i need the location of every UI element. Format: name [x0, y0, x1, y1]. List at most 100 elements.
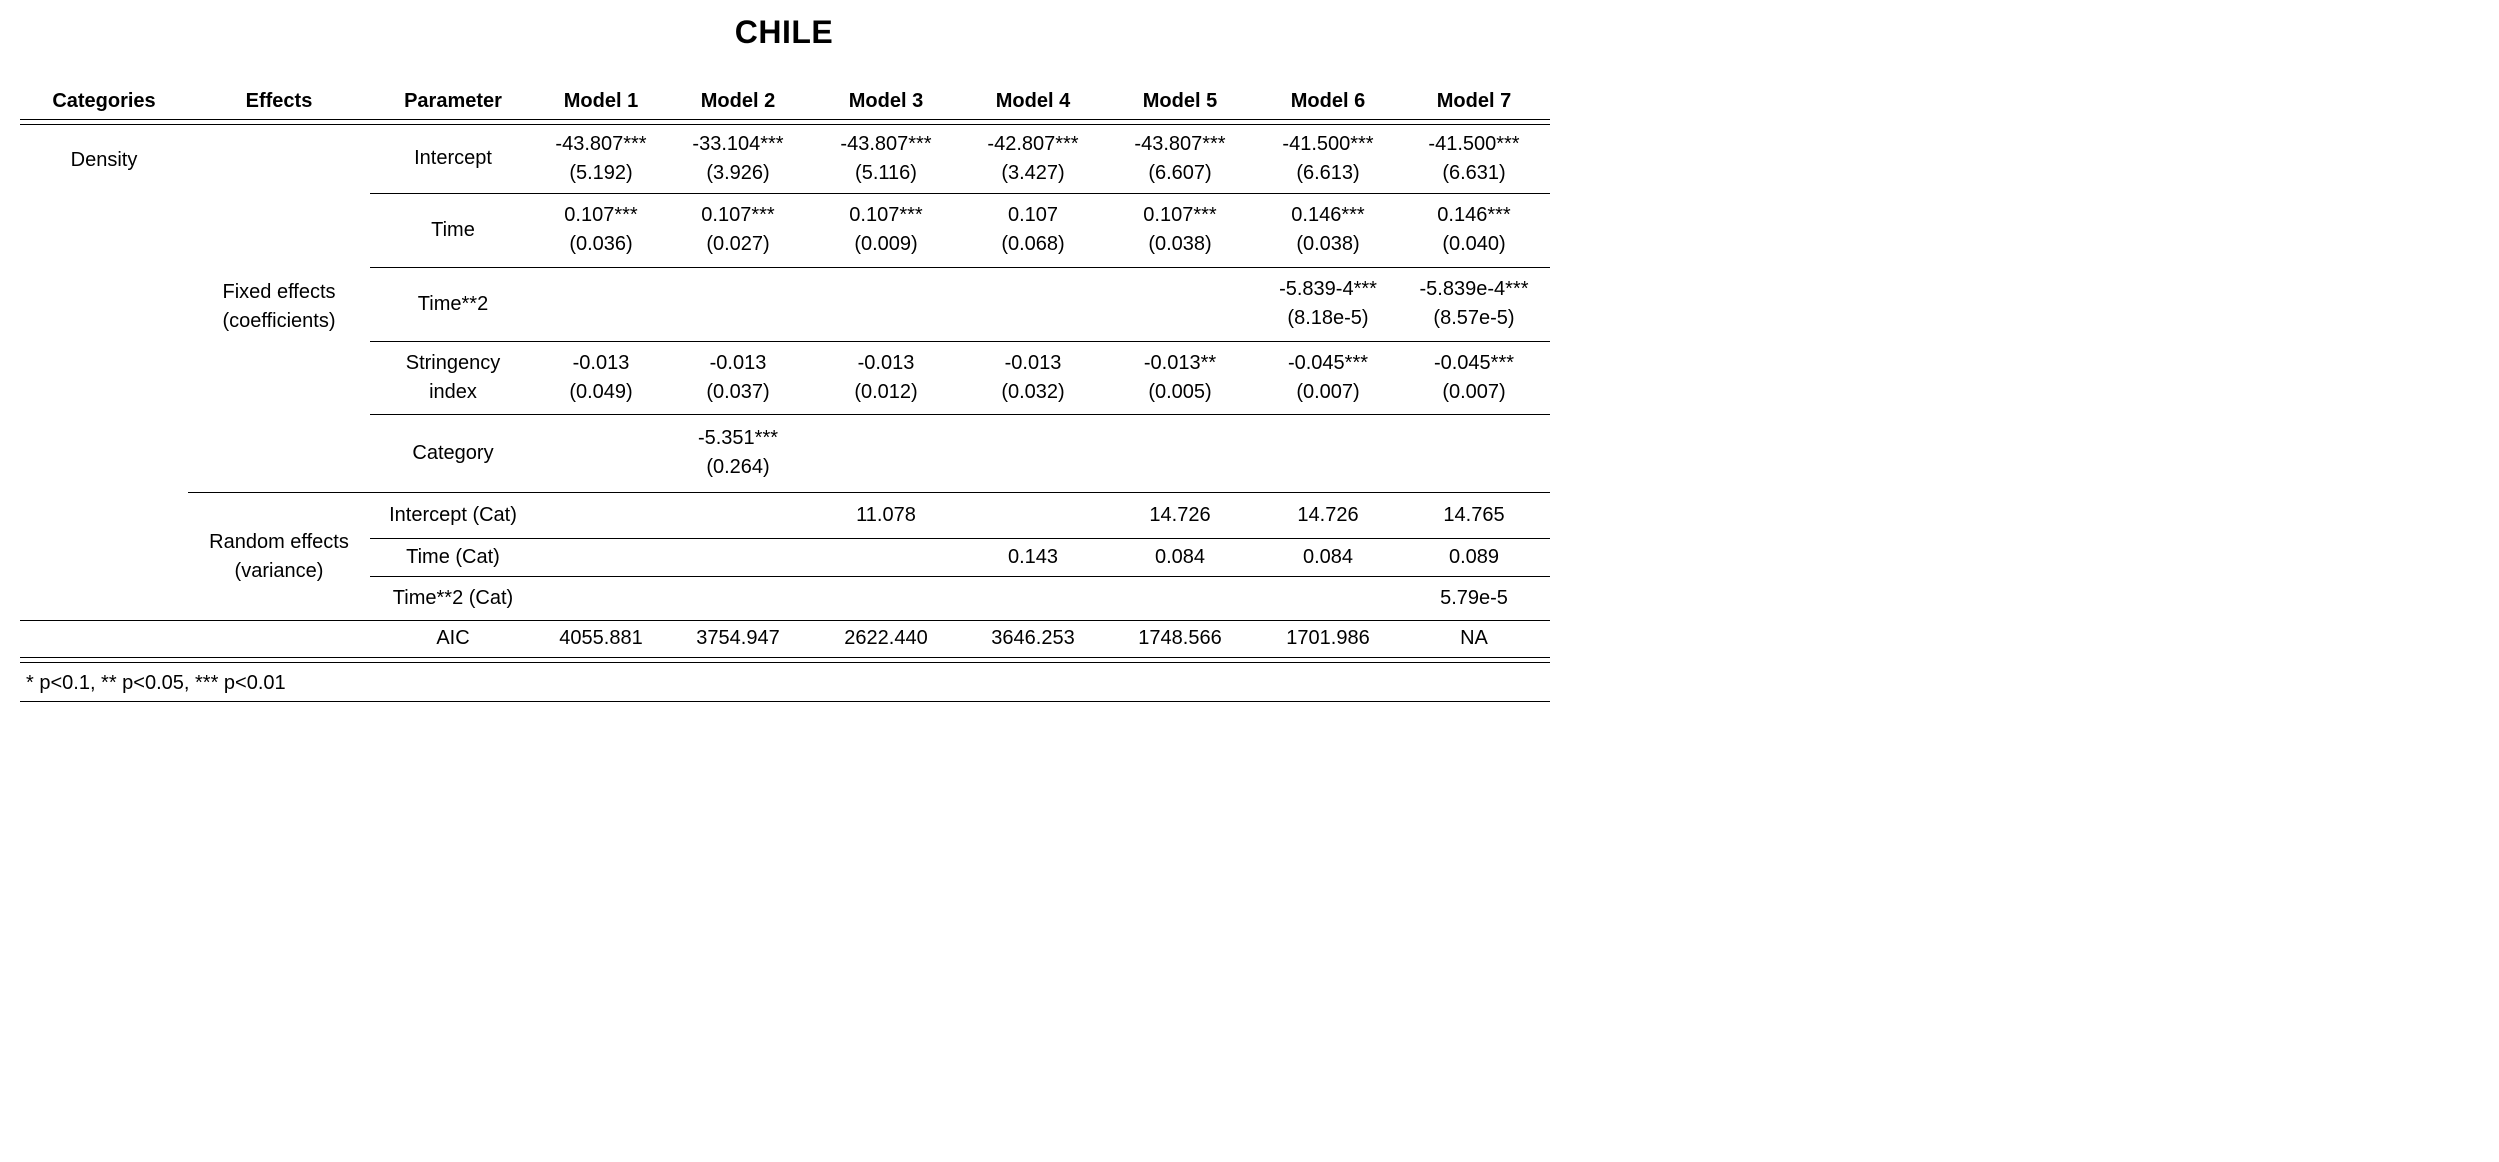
- model-3-value-line-2: (5.116): [855, 161, 917, 184]
- model-7-value-line-1: 0.146***: [1437, 204, 1511, 226]
- model-1-value-line-2: (0.049): [569, 380, 633, 403]
- model-2-value: 0.107*** (0.027): [668, 193, 808, 267]
- column-header: Model 5: [1142, 89, 1218, 112]
- model-4-value: 0.107 (0.068): [963, 193, 1103, 267]
- model-3-value: 11.078: [856, 503, 916, 526]
- model-1-value-line-2: (0.036): [569, 233, 633, 255]
- model-7-value: 5.79e-5: [1440, 586, 1508, 609]
- model-7-value-line-2: (8.57e-5): [1433, 307, 1515, 329]
- model-7-value: -41.500*** (6.631): [1404, 124, 1544, 193]
- parameter-label-line-1: Stringency: [405, 351, 501, 374]
- effect-label-random-line-1: Random effects: [209, 531, 349, 553]
- model-3-value-line-1: 0.107***: [849, 204, 923, 226]
- model-5-value: -0.013** (0.005): [1110, 341, 1250, 414]
- model-5-value: 0.107*** (0.038): [1110, 193, 1250, 267]
- model-6-value-line-1: -41.500***: [1282, 132, 1374, 155]
- parameter-label: Time**2 (Cat): [392, 586, 514, 609]
- model-5-value-line-2: (6.607): [1148, 161, 1212, 184]
- model-7-value: 14.765: [1443, 503, 1505, 526]
- row-divider: [370, 193, 1550, 194]
- model-6-value-line-1: -0.045***: [1287, 351, 1369, 374]
- model-3-value-line-1: -43.807***: [840, 132, 932, 155]
- model-2-value: -5.351*** (0.264): [668, 414, 808, 492]
- model-7-value: NA: [1460, 627, 1488, 649]
- model-1-value: 0.107*** (0.036): [531, 193, 671, 267]
- header-rule-bottom: [20, 124, 1550, 125]
- model-1-value: 4055.881: [559, 627, 643, 649]
- column-header: Model 4: [995, 89, 1071, 112]
- model-7-value: 0.146*** (0.040): [1404, 193, 1544, 267]
- aic-rule: [20, 620, 1550, 621]
- effect-label-fixed-line-1: Fixed effects: [222, 281, 336, 303]
- model-2-value-line-1: 0.107***: [701, 204, 775, 226]
- model-6-value: 0.146*** (0.038): [1258, 193, 1398, 267]
- parameter-label: Category: [412, 441, 494, 464]
- section-divider: [188, 492, 1550, 493]
- model-6-value: -41.500*** (6.613): [1258, 124, 1398, 193]
- model-6-value-line-2: (0.038): [1296, 233, 1360, 255]
- model-2-value-line-2: (0.027): [706, 233, 770, 255]
- model-6-value: -0.045*** (0.007): [1258, 341, 1398, 414]
- model-7-value-line-2: (6.631): [1442, 161, 1506, 184]
- model-3-value-line-2: (0.012): [854, 380, 918, 403]
- model-2-value-line-1: -5.351***: [697, 427, 779, 449]
- model-2-value-line-2: (3.926): [706, 161, 770, 184]
- model-1-value-line-1: -43.807***: [555, 132, 647, 155]
- model-5-value: 1748.566: [1138, 627, 1222, 649]
- parameter-label: Intercept: [414, 147, 492, 169]
- model-7-value-line-2: (0.040): [1442, 233, 1506, 255]
- model-2-value: -0.013 (0.037): [668, 341, 808, 414]
- model-4-value-line-1: -42.807***: [987, 132, 1079, 155]
- parameter-label: AIC: [436, 627, 470, 649]
- model-6-value-line-1: -5.839-4***: [1279, 278, 1377, 300]
- parameter-label-line-2: index: [429, 380, 477, 403]
- column-header: Model 1: [563, 89, 639, 112]
- category-label: Density: [70, 148, 138, 171]
- model-5-value-line-2: (0.005): [1148, 380, 1212, 403]
- model-7-value: -0.045*** (0.007): [1404, 341, 1544, 414]
- model-5-value: 0.084: [1154, 545, 1206, 568]
- header-rule-top: [20, 119, 1550, 120]
- column-header: Categories: [52, 89, 156, 112]
- model-5-value-line-1: -43.807***: [1134, 132, 1226, 155]
- model-4-value-line-2: (0.068): [1001, 233, 1065, 255]
- parameter-label: Time: [431, 218, 475, 241]
- model-6-value-line-2: (6.613): [1296, 161, 1360, 184]
- model-1-value-line-1: -0.013: [572, 351, 630, 374]
- table-bottom-rule: [20, 701, 1550, 702]
- model-5-value: -43.807*** (6.607): [1110, 124, 1250, 193]
- column-header: Effects: [245, 89, 313, 112]
- model-5-value: 14.726: [1149, 503, 1211, 526]
- model-1-value: -43.807*** (5.192): [531, 124, 671, 193]
- model-5-value-line-1: 0.107***: [1143, 204, 1217, 226]
- model-7-value-line-1: -41.500***: [1428, 132, 1520, 155]
- model-6-value-line-1: 0.146***: [1291, 204, 1365, 226]
- row-divider: [370, 576, 1550, 577]
- model-3-value: -0.013 (0.012): [816, 341, 956, 414]
- model-4-value: 0.143: [1007, 545, 1059, 568]
- column-header: Model 6: [1290, 89, 1366, 112]
- model-6-value: 14.726: [1297, 503, 1359, 526]
- column-header: Model 2: [700, 89, 776, 112]
- model-4-value-line-1: -0.013: [1004, 351, 1062, 374]
- parameter-label: Time**2: [417, 292, 489, 315]
- parameter-label: Stringency index: [383, 341, 523, 414]
- model-4-value-line-1: 0.107: [1007, 204, 1059, 226]
- model-4-value-line-2: (3.427): [1001, 161, 1065, 184]
- model-7-value: 0.089: [1448, 545, 1500, 568]
- model-7-value-line-2: (0.007): [1442, 380, 1506, 403]
- model-6-value: 1701.986: [1286, 627, 1370, 649]
- model-3-value: 0.107*** (0.009): [816, 193, 956, 267]
- model-2-value-line-1: -33.104***: [692, 132, 784, 155]
- model-7-value-line-1: -5.839e-4***: [1419, 278, 1529, 300]
- effect-label-random-line-2: (variance): [234, 560, 324, 582]
- model-2-value: -33.104*** (3.926): [668, 124, 808, 193]
- row-divider: [370, 267, 1550, 268]
- model-7-value: -5.839e-4*** (8.57e-5): [1404, 267, 1544, 341]
- model-2-value-line-2: (0.264): [706, 456, 770, 478]
- row-divider: [370, 341, 1550, 342]
- model-3-value: -43.807*** (5.116): [816, 124, 956, 193]
- row-divider: [370, 414, 1550, 415]
- parameter-label: Intercept (Cat): [389, 503, 517, 526]
- model-7-value-line-1: -0.045***: [1433, 351, 1515, 374]
